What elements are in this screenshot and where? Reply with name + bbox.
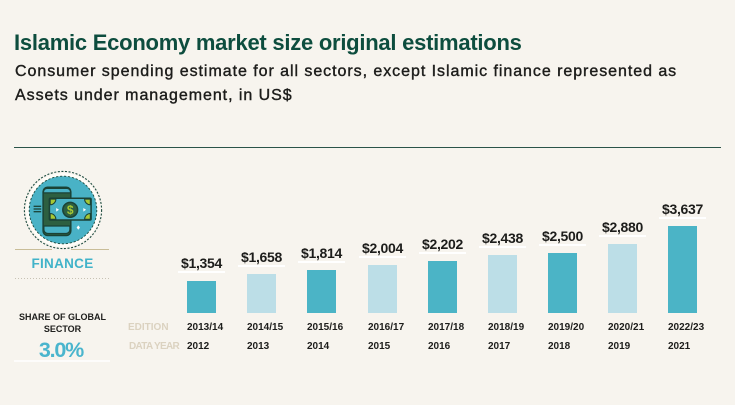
svg-text:$: $ xyxy=(67,203,74,217)
